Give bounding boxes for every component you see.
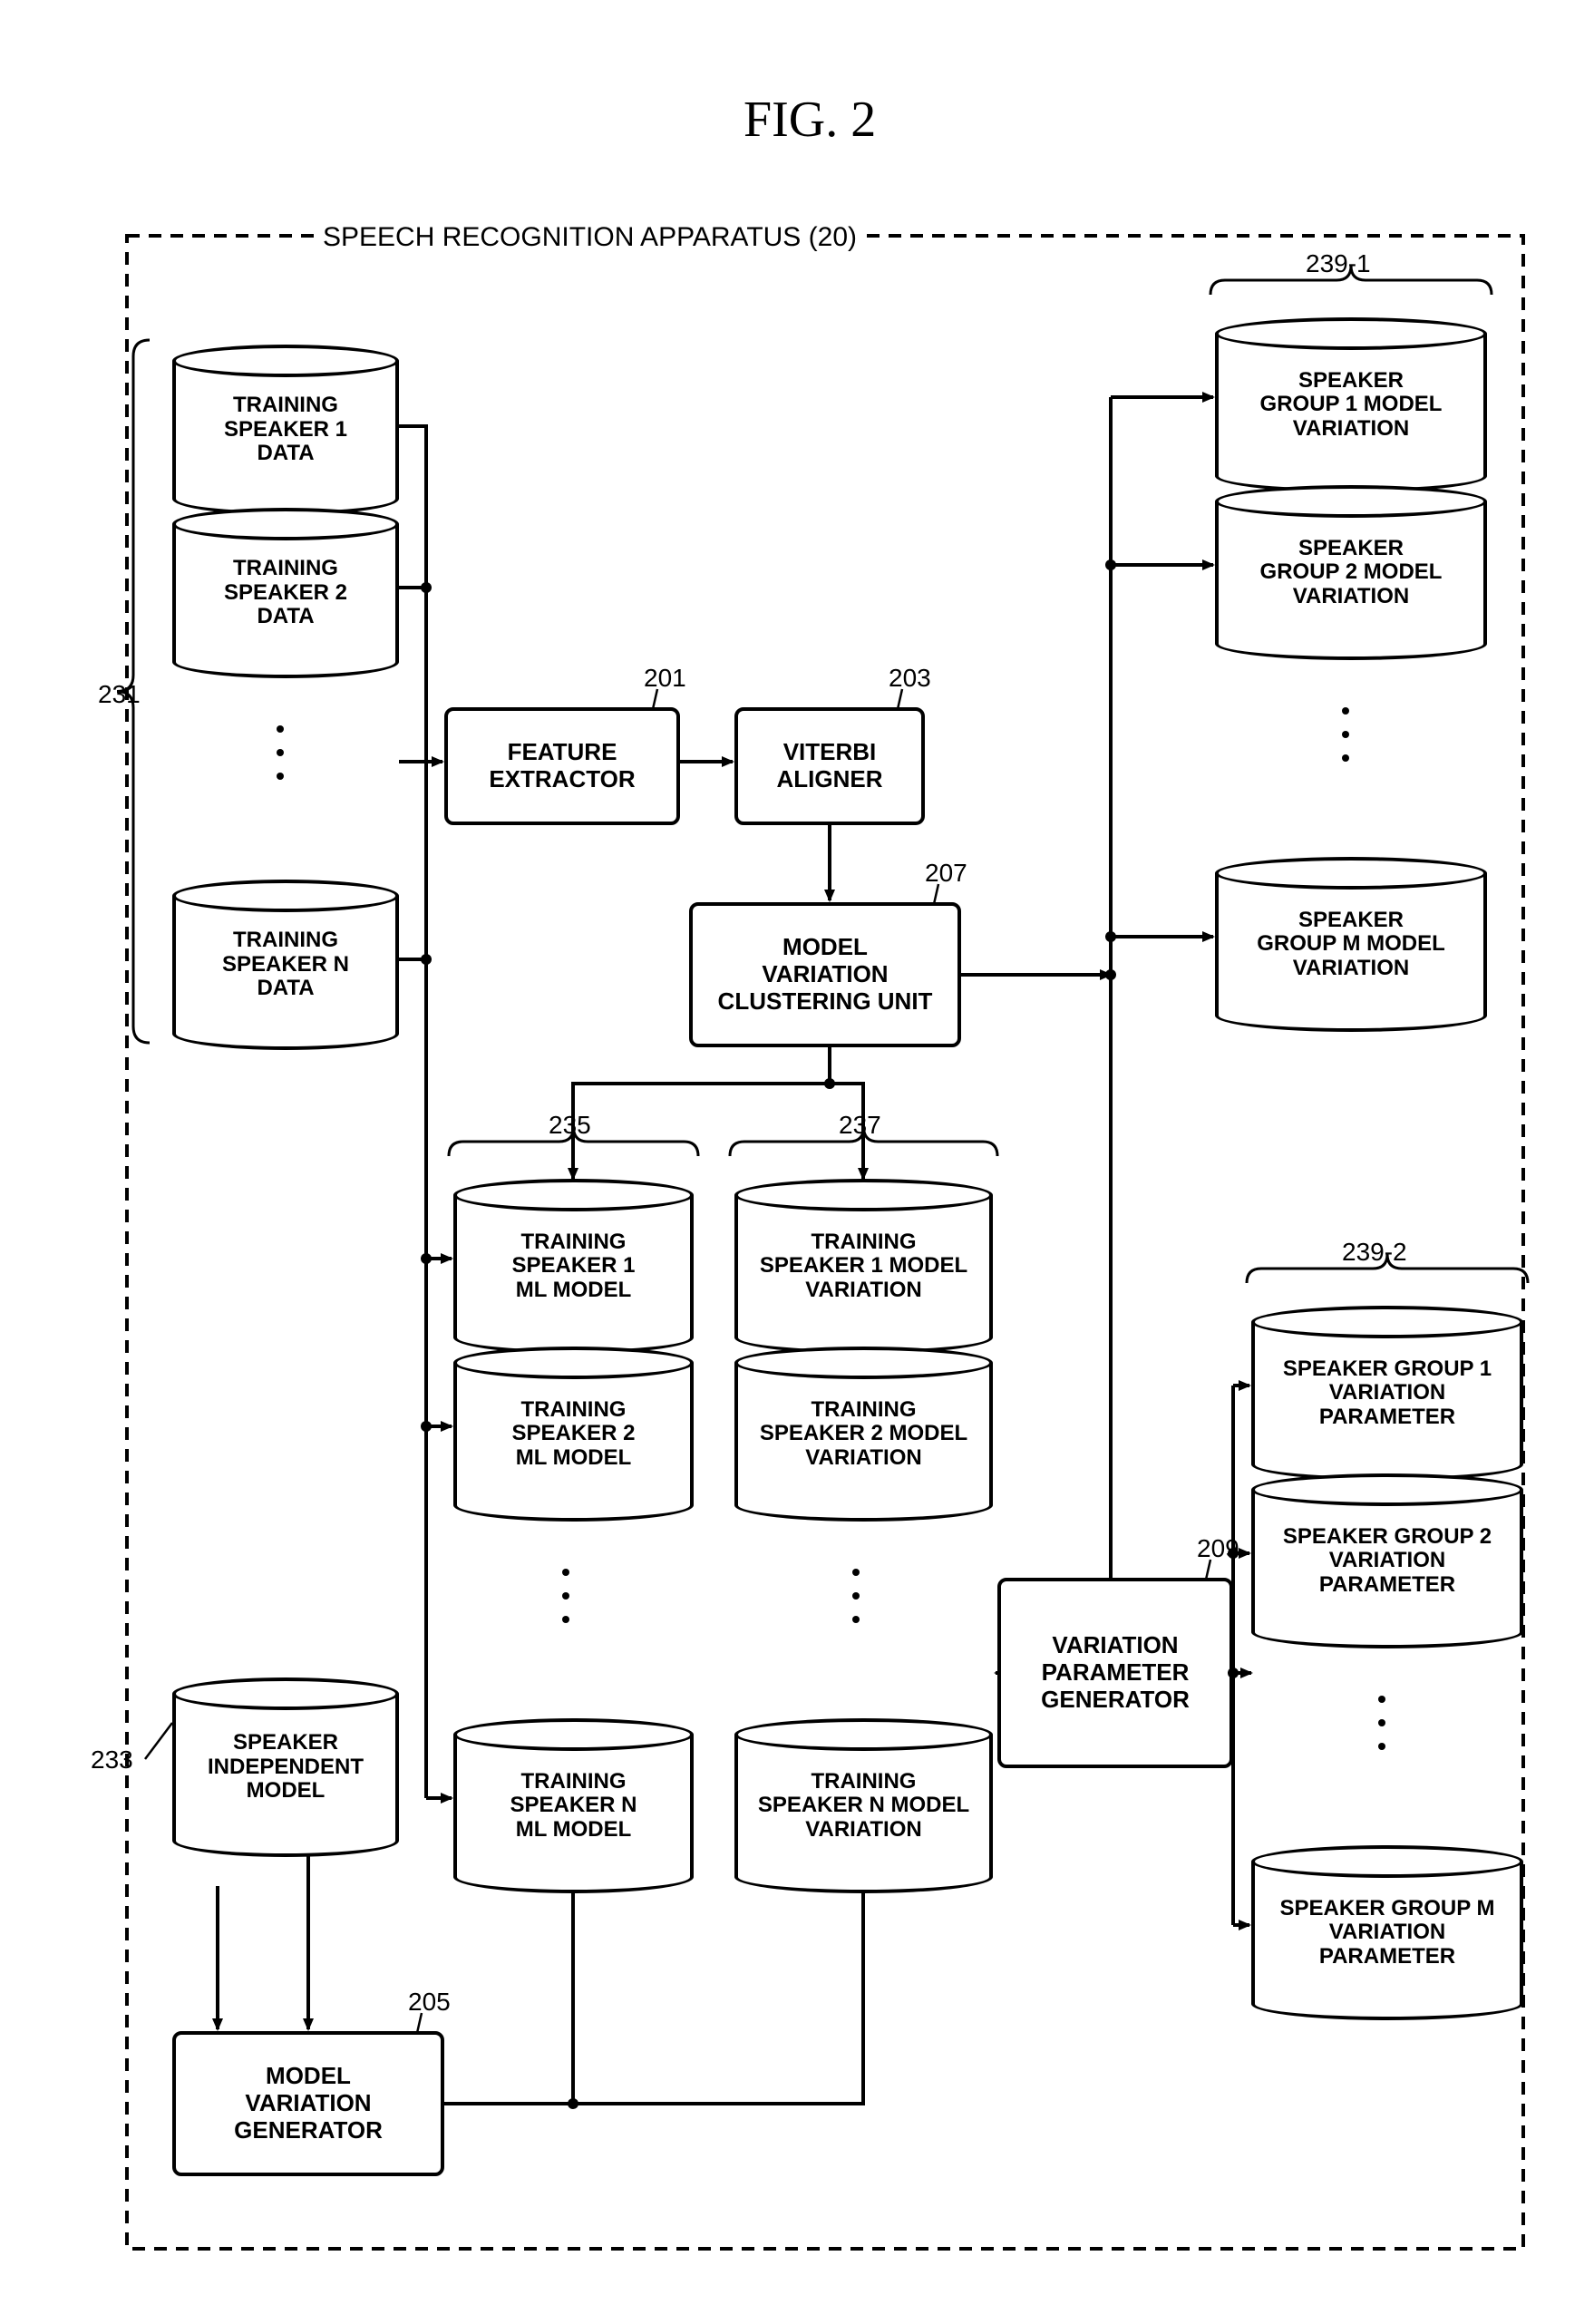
- ref-203: 203: [889, 664, 931, 693]
- diagram-page: FIG. 2 SPEECH RECOGNITION APPARATUS (20)…: [36, 36, 1558, 2288]
- ref-239-1: 239-1: [1306, 249, 1371, 278]
- vertical-dots: [1378, 1696, 1385, 1750]
- block-viterbi_aligner: VITERBIALIGNER: [734, 707, 925, 825]
- cyl-g239_1-0: SPEAKERGROUP 1 MODELVARIATION: [1215, 317, 1487, 492]
- ref-233: 233: [91, 1745, 133, 1775]
- cyl-231-last: TRAININGSPEAKER NDATA: [172, 880, 399, 1050]
- cyl-g239_2-last: SPEAKER GROUP MVARIATIONPARAMETER: [1251, 1845, 1523, 2020]
- block-feature_extractor: FEATUREEXTRACTOR: [444, 707, 680, 825]
- vertical-dots: [1342, 707, 1349, 762]
- cyl-g237-0: TRAININGSPEAKER 1 MODELVARIATION: [734, 1179, 993, 1354]
- block-model_var_cluster: MODELVARIATIONCLUSTERING UNIT: [689, 902, 961, 1047]
- ref-239-2: 239-2: [1342, 1238, 1407, 1267]
- cyl-g237-1: TRAININGSPEAKER 2 MODELVARIATION: [734, 1347, 993, 1522]
- cyl-g235-last: TRAININGSPEAKER NML MODEL: [453, 1718, 694, 1893]
- ref-201: 201: [644, 664, 686, 693]
- ref-237: 237: [839, 1111, 881, 1140]
- block-model_var_gen: MODELVARIATIONGENERATOR: [172, 2031, 444, 2176]
- cyl-g237-last: TRAININGSPEAKER N MODELVARIATION: [734, 1718, 993, 1893]
- cyl-233: SPEAKERINDEPENDENTMODEL: [172, 1677, 399, 1857]
- ref-207: 207: [925, 859, 967, 888]
- block-var_param_gen: VARIATIONPARAMETERGENERATOR: [997, 1578, 1233, 1768]
- cyl-g239_2-1: SPEAKER GROUP 2VARIATIONPARAMETER: [1251, 1473, 1523, 1648]
- cyl-g235-0: TRAININGSPEAKER 1ML MODEL: [453, 1179, 694, 1354]
- vertical-dots: [277, 725, 284, 780]
- ref-205: 205: [408, 1988, 451, 2017]
- vertical-dots: [562, 1569, 569, 1623]
- cyl-g239_1-last: SPEAKERGROUP M MODELVARIATION: [1215, 857, 1487, 1032]
- ref-209: 209: [1197, 1534, 1239, 1563]
- cyl-231-1: TRAININGSPEAKER 2DATA: [172, 508, 399, 678]
- ref-231: 231: [98, 680, 141, 709]
- apparatus-label: SPEECH RECOGNITION APPARATUS (20): [317, 222, 862, 253]
- figure-title: FIG. 2: [744, 91, 876, 149]
- vertical-dots: [852, 1569, 860, 1623]
- cyl-231-0: TRAININGSPEAKER 1DATA: [172, 345, 399, 515]
- ref-235: 235: [549, 1111, 591, 1140]
- cyl-g239_2-0: SPEAKER GROUP 1VARIATIONPARAMETER: [1251, 1306, 1523, 1481]
- cyl-g239_1-1: SPEAKERGROUP 2 MODELVARIATION: [1215, 485, 1487, 660]
- cyl-g235-1: TRAININGSPEAKER 2ML MODEL: [453, 1347, 694, 1522]
